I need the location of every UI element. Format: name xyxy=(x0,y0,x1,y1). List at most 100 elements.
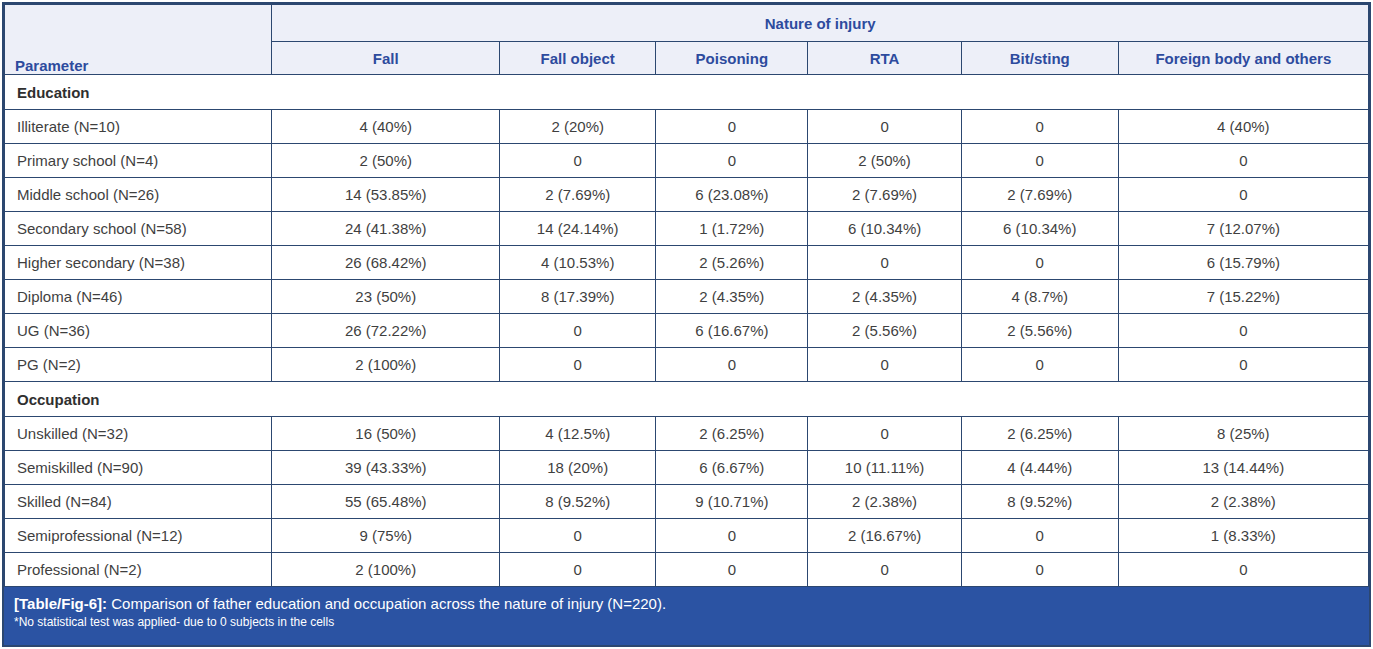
cell-value: 0 xyxy=(1118,553,1368,587)
row-label: Middle school (N=26) xyxy=(5,178,272,212)
cell-value: 2 (2.38%) xyxy=(1118,485,1368,519)
cell-value: 0 xyxy=(656,144,808,178)
cell-value: 2 (100%) xyxy=(272,348,500,382)
table-row: PG (N=2) 2 (100%) 0 0 0 0 0 xyxy=(5,348,1369,382)
row-label: Primary school (N=4) xyxy=(5,144,272,178)
cell-value: 2 (20%) xyxy=(500,110,656,144)
cell-value: 0 xyxy=(808,417,961,451)
cell-value: 0 xyxy=(808,246,961,280)
table-row: Primary school (N=4) 2 (50%) 0 0 2 (50%)… xyxy=(5,144,1369,178)
cell-value: 18 (20%) xyxy=(500,451,656,485)
cell-value: 2 (6.25%) xyxy=(656,417,808,451)
cell-value: 8 (9.52%) xyxy=(961,485,1118,519)
table-row: Semiskilled (N=90) 39 (43.33%) 18 (20%) … xyxy=(5,451,1369,485)
table-row: Skilled (N=84) 55 (65.48%) 8 (9.52%) 9 (… xyxy=(5,485,1369,519)
column-header-rta: RTA xyxy=(808,42,961,75)
table-row: Higher secondary (N=38) 26 (68.42%) 4 (1… xyxy=(5,246,1369,280)
group-header-row: Parameter Nature of injury xyxy=(5,5,1369,42)
cell-value: 7 (15.22%) xyxy=(1118,280,1368,314)
cell-value: 0 xyxy=(961,110,1118,144)
cell-value: 2 (100%) xyxy=(272,553,500,587)
cell-value: 2 (50%) xyxy=(272,144,500,178)
table-row: Diploma (N=46) 23 (50%) 8 (17.39%) 2 (4.… xyxy=(5,280,1369,314)
row-label: Semiskilled (N=90) xyxy=(5,451,272,485)
row-label: Unskilled (N=32) xyxy=(5,417,272,451)
cell-value: 24 (41.38%) xyxy=(272,212,500,246)
cell-value: 0 xyxy=(500,144,656,178)
cell-value: 39 (43.33%) xyxy=(272,451,500,485)
cell-value: 6 (15.79%) xyxy=(1118,246,1368,280)
cell-value: 0 xyxy=(500,348,656,382)
cell-value: 26 (68.42%) xyxy=(272,246,500,280)
row-label: Diploma (N=46) xyxy=(5,280,272,314)
caption-tag: [Table/Fig-6]: xyxy=(14,595,107,612)
cell-value: 0 xyxy=(656,348,808,382)
cell-value: 14 (24.14%) xyxy=(500,212,656,246)
cell-value: 2 (7.69%) xyxy=(500,178,656,212)
cell-value: 0 xyxy=(961,144,1118,178)
cell-value: 55 (65.48%) xyxy=(272,485,500,519)
cell-value: 8 (25%) xyxy=(1118,417,1368,451)
table-row: Semiprofessional (N=12) 9 (75%) 0 0 2 (1… xyxy=(5,519,1369,553)
cell-value: 6 (23.08%) xyxy=(656,178,808,212)
column-header-bit-sting: Bit/sting xyxy=(961,42,1118,75)
cell-value: 14 (53.85%) xyxy=(272,178,500,212)
cell-value: 0 xyxy=(961,246,1118,280)
cell-value: 13 (14.44%) xyxy=(1118,451,1368,485)
cell-value: 2 (50%) xyxy=(808,144,961,178)
cell-value: 0 xyxy=(500,519,656,553)
table-row: Middle school (N=26) 14 (53.85%) 2 (7.69… xyxy=(5,178,1369,212)
row-label: Semiprofessional (N=12) xyxy=(5,519,272,553)
cell-value: 0 xyxy=(961,348,1118,382)
caption-text: Comparison of father education and occup… xyxy=(111,595,666,612)
cell-value: 2 (7.69%) xyxy=(808,178,961,212)
cell-value: 2 (2.38%) xyxy=(808,485,961,519)
cell-value: 10 (11.11%) xyxy=(808,451,961,485)
cell-value: 4 (10.53%) xyxy=(500,246,656,280)
cell-value: 2 (4.35%) xyxy=(656,280,808,314)
cell-value: 0 xyxy=(500,553,656,587)
table-row: Secondary school (N=58) 24 (41.38%) 14 (… xyxy=(5,212,1369,246)
cell-value: 4 (40%) xyxy=(272,110,500,144)
cell-value: 0 xyxy=(1118,144,1368,178)
table-fig-6: Parameter Nature of injury Fall Fall obj… xyxy=(2,2,1371,647)
section-row-education: Education xyxy=(5,75,1369,110)
section-title: Education xyxy=(5,75,1369,110)
cell-value: 6 (10.34%) xyxy=(961,212,1118,246)
page: Parameter Nature of injury Fall Fall obj… xyxy=(0,0,1373,649)
cell-value: 2 (7.69%) xyxy=(961,178,1118,212)
cell-value: 1 (8.33%) xyxy=(1118,519,1368,553)
cell-value: 0 xyxy=(808,110,961,144)
cell-value: 16 (50%) xyxy=(272,417,500,451)
table-caption: [Table/Fig-6]: Comparison of father educ… xyxy=(14,594,1359,614)
cell-value: 8 (17.39%) xyxy=(500,280,656,314)
cell-value: 2 (6.25%) xyxy=(961,417,1118,451)
cell-value: 0 xyxy=(500,314,656,348)
cell-value: 0 xyxy=(656,110,808,144)
cell-value: 0 xyxy=(656,519,808,553)
cell-value: 0 xyxy=(1118,314,1368,348)
cell-value: 2 (5.56%) xyxy=(808,314,961,348)
cell-value: 2 (5.56%) xyxy=(961,314,1118,348)
column-header-fall-object: Fall object xyxy=(500,42,656,75)
column-header-foreign-body: Foreign body and others xyxy=(1118,42,1368,75)
row-label: PG (N=2) xyxy=(5,348,272,382)
column-header-poisoning: Poisoning xyxy=(656,42,808,75)
cell-value: 2 (5.26%) xyxy=(656,246,808,280)
cell-value: 1 (1.72%) xyxy=(656,212,808,246)
cell-value: 6 (6.67%) xyxy=(656,451,808,485)
cell-value: 0 xyxy=(961,519,1118,553)
comparison-table: Parameter Nature of injury Fall Fall obj… xyxy=(4,4,1369,587)
cell-value: 26 (72.22%) xyxy=(272,314,500,348)
caption-bar: [Table/Fig-6]: Comparison of father educ… xyxy=(4,587,1369,645)
cell-value: 4 (12.5%) xyxy=(500,417,656,451)
cell-value: 9 (75%) xyxy=(272,519,500,553)
table-row: Unskilled (N=32) 16 (50%) 4 (12.5%) 2 (6… xyxy=(5,417,1369,451)
row-label: Skilled (N=84) xyxy=(5,485,272,519)
cell-value: 6 (10.34%) xyxy=(808,212,961,246)
section-row-occupation: Occupation xyxy=(5,382,1369,417)
cell-value: 7 (12.07%) xyxy=(1118,212,1368,246)
cell-value: 2 (4.35%) xyxy=(808,280,961,314)
caption-footnote: *No statistical test was applied- due to… xyxy=(14,614,1359,631)
cell-value: 0 xyxy=(808,553,961,587)
